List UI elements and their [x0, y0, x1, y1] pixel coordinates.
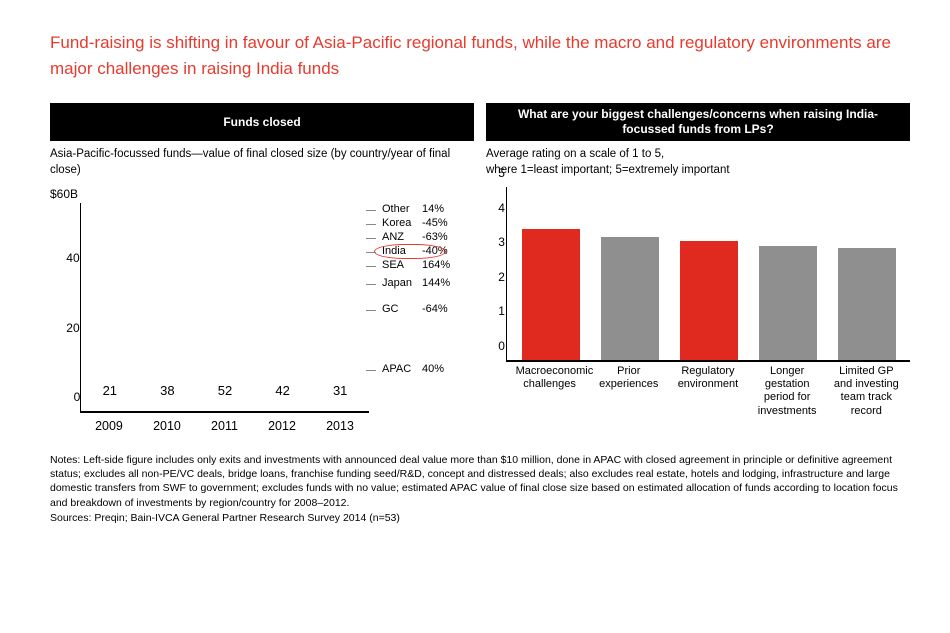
breakdown-name: Korea [382, 217, 416, 229]
breakdown-name: APAC [382, 363, 416, 375]
breakdown-pct: -64% [422, 303, 448, 315]
left-ytop-label: $60B [50, 187, 474, 201]
left-xlabel: 2009 [95, 419, 123, 433]
right-ytick: 0 [498, 339, 505, 353]
right-panel: What are your biggest challenges/concern… [486, 103, 910, 433]
bar-total-label: 42 [275, 383, 289, 398]
charts-row: Funds closed Asia-Pacific-focussed funds… [50, 103, 910, 433]
challenge-bar [680, 241, 738, 360]
left-ytick: 20 [66, 321, 79, 335]
right-xlabel: Limited GP and investing team track reco… [832, 365, 900, 417]
footnotes: Notes: Left-side figure includes only ex… [50, 453, 910, 525]
bar-total-label: 31 [333, 383, 347, 398]
stacked-bar: 42 [263, 401, 303, 412]
breakdown-name: India [382, 245, 416, 257]
breakdown-name: ANZ [382, 231, 416, 243]
challenge-bar [601, 237, 659, 360]
right-xlabel: Longer gestation period for investments [753, 365, 821, 417]
stacked-bar: 38 [147, 401, 187, 412]
stacked-bar: 52 [205, 401, 245, 412]
breakdown-pct: -63% [422, 231, 448, 243]
breakdown-row: Other 14% [382, 203, 444, 215]
breakdown-pct: 40% [422, 363, 444, 375]
breakdown-name: Other [382, 203, 416, 215]
breakdown-row: Japan 144% [382, 277, 450, 289]
bar-total-label: 21 [103, 383, 117, 398]
right-xlabel: Macroeconomic challenges [516, 365, 584, 417]
right-xlabel: Prior experiences [595, 365, 663, 417]
stacked-bar: 21 [90, 401, 130, 412]
breakdown-name: SEA [382, 259, 416, 271]
challenge-bar [522, 229, 580, 360]
stacked-bar: APACGCJapan31 [320, 401, 360, 412]
challenges-chart: 012345 Macroeconomic challengesPrior exp… [486, 187, 910, 417]
bar-total-label: 52 [218, 383, 232, 398]
notes-line: Notes: Left-side figure includes only ex… [50, 453, 910, 510]
left-panel-title: Funds closed [50, 103, 474, 141]
india-highlight-circle [374, 244, 446, 259]
challenge-bar [838, 248, 896, 360]
sources-line: Sources: Preqin; Bain-IVCA General Partn… [50, 511, 910, 525]
funds-closed-chart: 0204021385242APACGCJapan31 2009201020112… [50, 203, 474, 433]
bar-total-label: 38 [160, 383, 174, 398]
breakdown-name: GC [382, 303, 416, 315]
breakdown-row: SEA 164% [382, 259, 450, 271]
left-xlabel: 2010 [153, 419, 181, 433]
breakdown-pct: 164% [422, 259, 450, 271]
left-ytick: 0 [74, 390, 81, 404]
challenge-bar [759, 246, 817, 360]
breakdown-pct: -40% [422, 245, 448, 257]
breakdown-row: GC -64% [382, 303, 448, 315]
left-subtitle: Asia-Pacific-focussed funds—value of fin… [50, 147, 474, 179]
right-ytick: 4 [498, 201, 505, 215]
breakdown-pct: 14% [422, 203, 444, 215]
breakdown-pct: -45% [422, 217, 448, 229]
left-panel: Funds closed Asia-Pacific-focussed funds… [50, 103, 474, 433]
left-xlabel: 2013 [326, 419, 354, 433]
headline: Fund-raising is shifting in favour of As… [50, 30, 910, 81]
right-ytick: 2 [498, 270, 505, 284]
left-xlabel: 2011 [211, 419, 238, 433]
right-ytick: 1 [498, 304, 505, 318]
right-panel-title: What are your biggest challenges/concern… [486, 103, 910, 141]
right-xlabel: Regulatory environment [674, 365, 742, 417]
right-ytick: 3 [498, 235, 505, 249]
breakdown-pct: 144% [422, 277, 450, 289]
breakdown-row: Korea -45% [382, 217, 448, 229]
right-ytick: 5 [498, 166, 505, 180]
left-xlabel: 2012 [268, 419, 296, 433]
breakdown-row: India -40% [382, 245, 448, 257]
breakdown-name: Japan [382, 277, 416, 289]
breakdown-row: ANZ -63% [382, 231, 448, 243]
right-subtitle: Average rating on a scale of 1 to 5, whe… [486, 147, 910, 179]
breakdown-row: APAC 40% [382, 363, 444, 375]
left-ytick: 40 [66, 251, 79, 265]
